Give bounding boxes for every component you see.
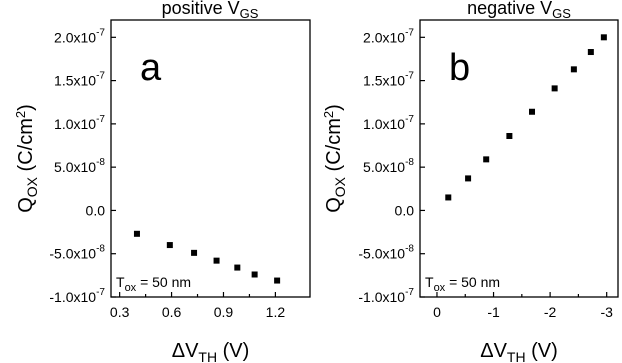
data-point	[274, 277, 281, 284]
x-tick-label: 0.6	[162, 304, 182, 320]
data-point	[213, 257, 220, 264]
data-point	[465, 175, 472, 182]
chart-panel-b: negative VGS -1.0x10-7 -5.0x10-8 0.0 5.0x10-…	[321, 0, 619, 363]
x-tick-label: -3	[600, 304, 613, 320]
y-tick-label: -5.0x10-8	[49, 244, 105, 262]
x-tick-label: 0.3	[110, 304, 130, 320]
data-point	[551, 85, 558, 92]
data-point	[506, 132, 513, 139]
y-tick-label: 1.5x10-7	[363, 71, 414, 89]
data-point	[570, 66, 577, 73]
x-tick-label: -1	[487, 304, 500, 320]
plot-frame	[419, 19, 619, 298]
thickness-annotation: Tox = 50 nm	[116, 274, 191, 294]
y-tick-label: 1.0x10-7	[363, 114, 414, 132]
data-point	[445, 194, 452, 201]
x-tick-label: 0	[433, 304, 441, 320]
data-point	[166, 242, 173, 249]
y-axis-label: QOX (C/cm2)	[13, 104, 40, 213]
y-tick-label: 1.5x10-7	[54, 71, 105, 89]
y-tick-label: 1.0x10-7	[54, 114, 105, 132]
data-point	[529, 108, 536, 115]
x-tick-label: -2	[544, 304, 557, 320]
x-tick-label: 0.9	[214, 304, 234, 320]
y-axis-label: QOX (C/cm2)	[321, 104, 348, 213]
panel-label: a	[140, 47, 162, 89]
data-point	[234, 264, 241, 271]
panel-label: b	[449, 47, 470, 89]
y-tick-label: 0.0	[395, 202, 415, 218]
y-tick-label: 0.0	[86, 202, 106, 218]
y-tick-label: 5.0x10-8	[54, 157, 105, 175]
chart-title: negative VGS	[467, 0, 571, 21]
thickness-annotation: Tox = 50 nm	[425, 274, 500, 294]
y-tick-label: -5.0x10-8	[358, 244, 414, 262]
data-point	[600, 34, 607, 41]
y-tick-label: 2.0x10-7	[54, 27, 105, 45]
y-tick-label: 5.0x10-8	[363, 157, 414, 175]
plot-frame	[110, 19, 311, 298]
data-point	[483, 156, 490, 163]
data-point	[191, 249, 198, 256]
data-point	[251, 271, 258, 278]
y-tick-label: 2.0x10-7	[363, 27, 414, 45]
y-tick-label: -1.0x10-7	[358, 287, 414, 305]
x-axis-label: ΔVTH (V)	[172, 340, 250, 363]
x-axis-label: ΔVTH (V)	[480, 340, 558, 363]
y-tick-label: -1.0x10-7	[49, 287, 105, 305]
chart-title: positive VGS	[162, 0, 259, 21]
chart-panel-a: positive VGS -1.0x10-7 -5.0x10-8 0.0 5.0x10-…	[13, 0, 311, 363]
data-point	[133, 230, 140, 237]
x-tick-label: 1.2	[266, 304, 286, 320]
data-point	[587, 49, 594, 56]
